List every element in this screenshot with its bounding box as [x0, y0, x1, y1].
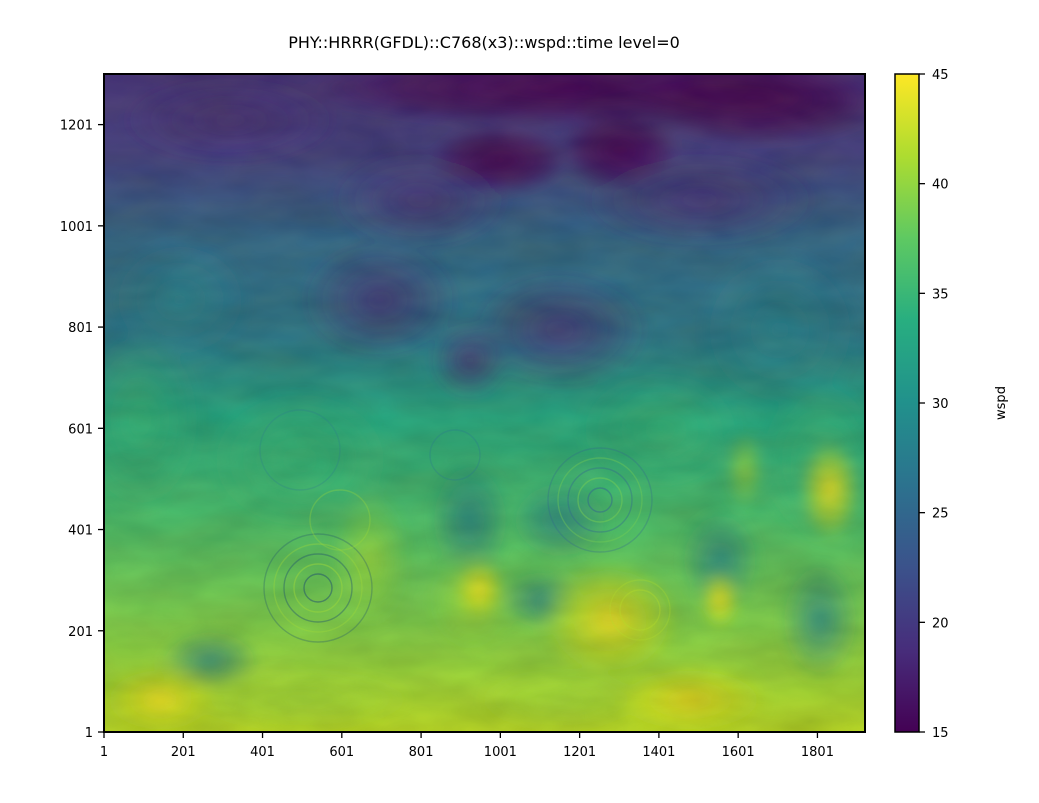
heatmap-texture-light	[104, 74, 865, 732]
colorbar-label: wspd	[994, 386, 1009, 420]
y-tick-label: 401	[68, 524, 93, 539]
colorbar-tick-label: 45	[932, 68, 949, 83]
y-tick-label: 1001	[60, 220, 93, 235]
colorbar-axis: 15 20 25 30 35 40 45	[919, 68, 949, 741]
heatmap-field	[104, 74, 865, 732]
x-tick-label: 1601	[722, 745, 755, 760]
x-axis: 1 201 401 601 801 1001 1201 1401 1601 1801	[100, 732, 834, 760]
colorbar-tick-label: 40	[932, 178, 949, 193]
y-tick-label: 1201	[60, 119, 93, 134]
y-tick-label: 601	[68, 422, 93, 437]
x-tick-label: 1401	[642, 745, 675, 760]
ring-pattern-right	[429, 429, 671, 641]
colorbar-tick-label: 15	[932, 726, 949, 741]
x-tick-label: 401	[250, 745, 275, 760]
colorbar-tick-label: 30	[932, 397, 949, 412]
x-tick-label: 1201	[563, 745, 596, 760]
colorbar-tick-label: 35	[932, 287, 949, 302]
colorbar-tick-label: 25	[932, 507, 949, 522]
y-tick-label: 801	[68, 321, 93, 336]
y-tick-label: 1	[85, 726, 93, 741]
x-tick-label: 201	[171, 745, 196, 760]
x-tick-label: 1001	[484, 745, 517, 760]
x-tick-label: 1	[100, 745, 108, 760]
chart-title: PHY::HRRR(GFDL)::C768(x3)::wspd::time le…	[288, 33, 680, 52]
ring-pattern-left	[259, 409, 373, 643]
colorbar	[895, 74, 919, 732]
x-tick-label: 601	[329, 745, 354, 760]
x-tick-label: 801	[409, 745, 434, 760]
y-tick-label: 201	[68, 625, 93, 640]
x-tick-label: 1801	[801, 745, 834, 760]
plot-frame	[103, 73, 866, 733]
colorbar-tick-label: 20	[932, 616, 949, 631]
